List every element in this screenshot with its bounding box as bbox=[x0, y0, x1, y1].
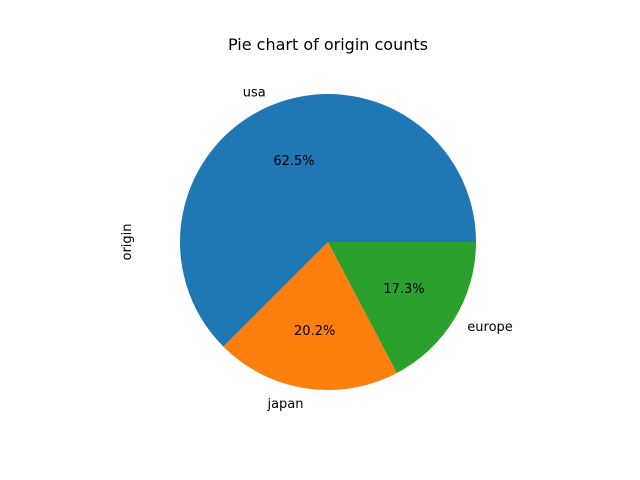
chart-title: Pie chart of origin counts bbox=[228, 35, 428, 54]
pie-labels: usa 62.5% japan 20.2% europe 17.3% bbox=[243, 86, 513, 412]
slice-percent-europe: 17.3% bbox=[383, 282, 424, 297]
slice-label-europe: europe bbox=[467, 320, 513, 335]
slice-label-usa: usa bbox=[243, 86, 266, 101]
slice-percent-usa: 62.5% bbox=[273, 154, 314, 169]
pie-slice-europe bbox=[328, 242, 476, 374]
slice-percent-japan: 20.2% bbox=[294, 324, 335, 339]
pie-slice-usa bbox=[180, 93, 476, 347]
y-axis-label: origin bbox=[120, 223, 135, 260]
slice-label-japan: japan bbox=[266, 397, 303, 412]
pie-slice-japan bbox=[223, 242, 397, 390]
pie-slices bbox=[180, 93, 476, 390]
